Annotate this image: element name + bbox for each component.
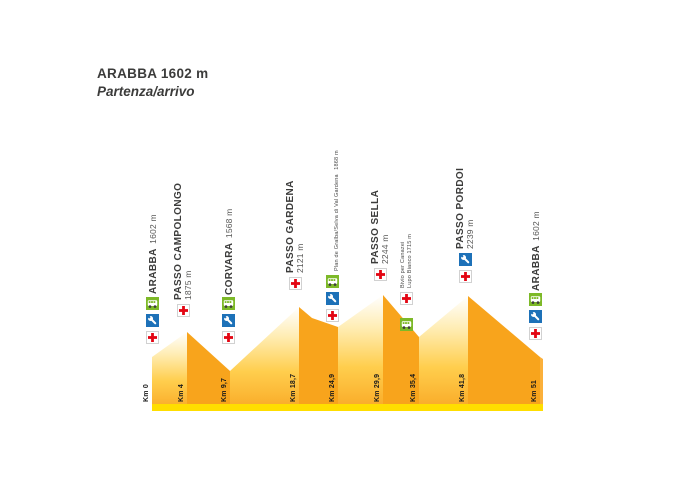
km-marker-41-8: Km 41,8 <box>459 373 466 402</box>
first-aid-cross-icon <box>459 270 472 283</box>
title-start-location: ARABBA 1602 m <box>97 66 209 81</box>
waypoint-label: ARABBA 1602 m <box>531 211 542 291</box>
waypoint-label: CORVARA 1568 m <box>224 208 235 295</box>
km-marker-0: Km 0 <box>143 384 150 402</box>
bus-icon <box>146 297 159 310</box>
wrench-icon <box>222 314 235 327</box>
first-aid-cross-icon <box>374 268 387 281</box>
segment-climb-sella <box>338 295 383 411</box>
segment-descent-arabba <box>468 296 540 411</box>
baseline-strip <box>152 404 543 411</box>
segment-climb-pordoi <box>419 296 468 411</box>
segment-climb-gardena <box>230 307 299 411</box>
wrench-icon <box>326 292 339 305</box>
waypoint-label: PASSO CAMPOLONGO 1875 m <box>173 182 193 300</box>
first-aid-cross-icon <box>400 292 413 305</box>
title-start-finish-subtitle: Partenza/arrivo <box>97 84 195 99</box>
segment-descent-bivio <box>383 295 419 411</box>
bus-icon <box>400 318 413 331</box>
km-marker-4: Km 4 <box>178 384 185 402</box>
first-aid-cross-icon <box>326 309 339 322</box>
first-aid-cross-icon <box>529 327 542 340</box>
first-aid-cross-icon <box>222 331 235 344</box>
bus-icon <box>529 293 542 306</box>
segment-descent-plan-de-gralba <box>299 307 338 411</box>
waypoint-label: PASSO GARDENA 2121 m <box>285 180 305 273</box>
first-aid-cross-icon <box>289 277 302 290</box>
bus-icon <box>326 275 339 288</box>
segment-finish-edge <box>540 357 543 411</box>
segment-climb-campolongo <box>152 332 187 411</box>
waypoint-label: ARABBA 1602 m <box>148 214 159 294</box>
km-marker-24-9: Km 24,9 <box>329 373 336 402</box>
km-marker-35-4: Km 35,4 <box>410 373 417 402</box>
wrench-icon <box>529 310 542 323</box>
first-aid-cross-icon <box>177 304 190 317</box>
km-marker-9-7: Km 9,7 <box>221 377 228 402</box>
bus-icon <box>222 297 235 310</box>
waypoint-label: PASSO PORDOI 2239 m <box>455 167 475 249</box>
wrench-icon <box>459 253 472 266</box>
waypoint-label: Bivio per Canazei Lupo Bianco 1715 m <box>400 233 413 288</box>
km-marker-18-7: Km 18,7 <box>290 373 297 402</box>
first-aid-cross-icon <box>146 331 159 344</box>
wrench-icon <box>146 314 159 327</box>
waypoint-label: Plan de Gralba/Selva di Val Gardena 1868… <box>334 150 340 271</box>
km-marker-29-9: Km 29,9 <box>374 373 381 402</box>
page-title: ARABBA 1602 m Partenza/arrivo <box>97 66 208 99</box>
km-marker-51: Km 51 <box>531 379 538 402</box>
waypoint-label: PASSO SELLA 2244 m <box>370 189 390 264</box>
segment-descent-corvara <box>187 332 230 411</box>
